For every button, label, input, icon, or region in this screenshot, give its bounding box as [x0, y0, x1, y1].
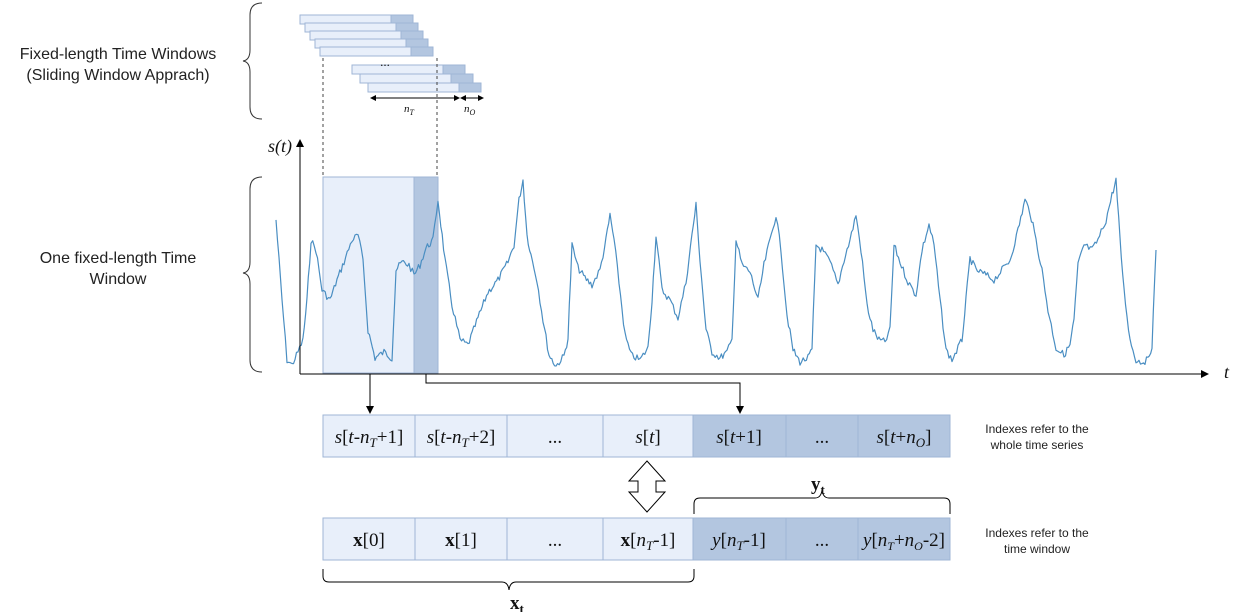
bottom-cell-box-3	[602, 517, 694, 561]
bottom-cell-2: ...	[548, 530, 562, 551]
top-cell-1: s[t-nT+2]	[427, 427, 496, 450]
stack-ellipsis: ...	[380, 54, 390, 69]
bottom-cell-6: y[nT+nO-2]	[861, 530, 945, 553]
x-t-brace	[322, 569, 695, 591]
bottom-cell-3: x[nT-1]	[621, 530, 676, 553]
top-cell-box-0	[322, 414, 416, 458]
bottom-cell-box-0	[322, 517, 416, 561]
fixed-windows-brace	[242, 2, 263, 120]
x-axis-label: t	[1224, 362, 1230, 382]
time-series-signal	[275, 177, 1157, 367]
one-window-brace	[242, 176, 263, 373]
top-cell-2: ...	[548, 427, 562, 448]
top-cell-box-4	[692, 414, 787, 458]
stack-window-output-7	[458, 82, 482, 93]
y-t-label: yt	[811, 474, 826, 497]
bottom-cell-box-2	[506, 517, 604, 561]
stack-window-output-4	[410, 46, 434, 57]
one-window-label-line1: One fixed-length Time	[40, 250, 197, 267]
stack-window-input-5	[351, 64, 444, 75]
bottom-cell-0: x[0]	[353, 530, 385, 551]
top-cell-box-3	[602, 414, 694, 458]
fixed-windows-label-line2: (Sliding Window Apprach)	[26, 67, 209, 84]
bottom-row-note-line2: time window	[1004, 542, 1070, 556]
top-cell-box-6	[857, 414, 951, 458]
window-input-region	[322, 176, 415, 374]
bottom-cell-box-6	[857, 517, 951, 561]
top-row-note-line2: whole time series	[990, 438, 1084, 452]
bottom-cell-4: y[nT-1]	[710, 530, 766, 553]
top-row-note-line1: Indexes refer to the	[985, 422, 1089, 436]
bottom-cell-1: x[1]	[445, 530, 477, 551]
bottom-cell-5: ...	[815, 530, 829, 551]
y-axis-label: s(t)	[268, 136, 292, 157]
stack-window-output-6	[450, 73, 474, 84]
top-cell-box-2	[506, 414, 604, 458]
y-t-brace	[693, 489, 951, 514]
top-cell-5: ...	[815, 427, 829, 448]
one-window-label-line2: Window	[90, 271, 147, 288]
fixed-windows-label-line1: Fixed-length Time Windows	[20, 46, 217, 63]
x-t-label: xt	[510, 593, 525, 612]
stack-window-output-5	[442, 64, 466, 75]
n-t-label: nT	[404, 103, 415, 117]
n-o-label: nO	[464, 103, 476, 117]
stack-window-input-7	[367, 82, 460, 93]
top-cell-0: s[t-nT+1]	[335, 427, 404, 450]
equivalence-double-arrow	[627, 460, 667, 513]
bottom-row-note-line1: Indexes refer to the	[985, 526, 1089, 540]
stack-window-input-4	[319, 46, 412, 57]
sliding-windows-stack	[299, 14, 482, 93]
top-cell-3: s[t]	[635, 427, 660, 448]
bottom-cell-box-4	[692, 517, 787, 561]
bottom-row: x[0] x[1] ... x[nT-1] y[nT-1] ... y[nT+n…	[322, 517, 951, 561]
bottom-cell-box-5	[785, 517, 859, 561]
top-cell-box-1	[414, 414, 508, 458]
window-output-region	[413, 176, 439, 374]
connector-output	[425, 374, 744, 414]
top-cell-4: s[t+1]	[716, 427, 762, 448]
top-row: s[t-nT+1] s[t-nT+2] ... s[t] s[t+1] ... …	[322, 414, 951, 458]
